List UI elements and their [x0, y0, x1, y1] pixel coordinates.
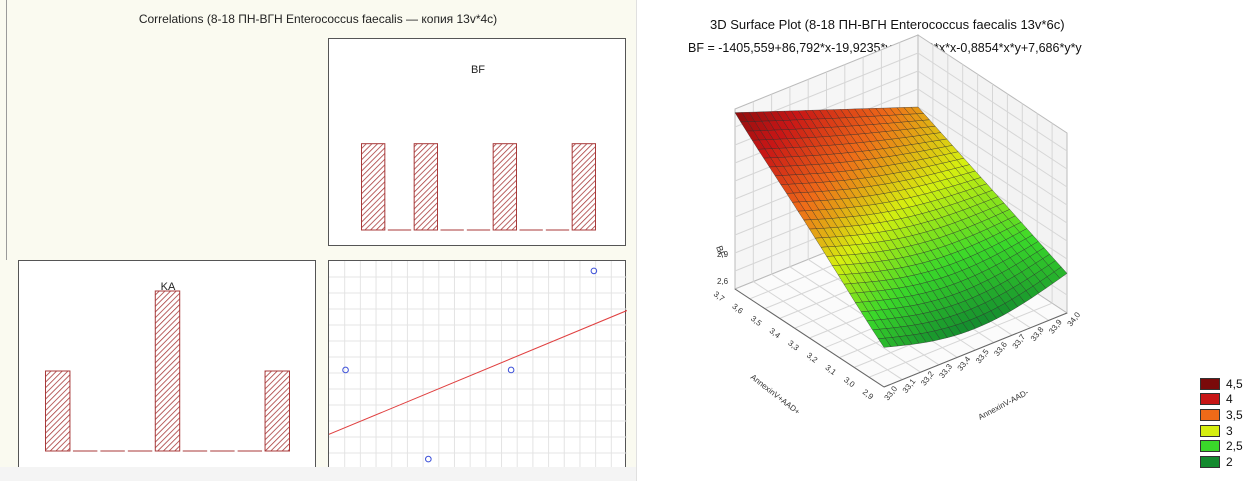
axis-line-y — [734, 288, 885, 388]
correlation-matrix-panel: Correlations (8-18 ПН-ВГН Enterococcus f… — [0, 0, 637, 481]
x-axis-title: AnnexinV-AAD- — [977, 388, 1031, 422]
legend-swatch — [1200, 408, 1220, 421]
scatter-point — [342, 366, 349, 374]
surface-gridline — [917, 70, 1068, 170]
surface-chart: 33,0 33,1 33,2 33,3 33,4 33,5 33,6 33,7 33,8 33,9… — [712, 34, 1083, 422]
x-tick-label: 34,0 — [1065, 310, 1082, 328]
legend-entry: 2,5 — [1200, 438, 1243, 454]
surface-plot-title: 3D Surface Plot (8-18 ПН-ВГН Enterococcu… — [710, 17, 1065, 32]
scatter-point — [590, 267, 598, 275]
z-tick-label: 2,9 — [717, 250, 729, 259]
y-tick-label: 3,7 — [712, 289, 727, 303]
ka-bar — [45, 370, 71, 452]
bf-histogram-chart — [361, 143, 597, 231]
y-tick-label: 3,0 — [842, 375, 857, 389]
axis-line-x — [883, 312, 1068, 388]
legend-label: 3,5 — [1226, 407, 1243, 422]
surface-gridline — [917, 106, 1068, 206]
ka-histogram-panel: KA — [18, 260, 316, 468]
regression-line — [329, 310, 627, 435]
legend-entry: 2 — [1200, 454, 1243, 470]
ka-histogram-label: KA — [160, 281, 176, 293]
scatter-point — [507, 366, 515, 374]
legend-entry: 3 — [1200, 423, 1243, 439]
scatter-point — [425, 455, 432, 463]
legend-swatch — [1200, 424, 1220, 437]
y-tick-label: 3,2 — [805, 351, 820, 365]
panel-bottom-strip — [0, 467, 636, 481]
bf-bar — [413, 143, 438, 231]
ka-histogram-chart — [45, 290, 291, 452]
z-axis-title: BF — [714, 244, 728, 259]
panel-left-edge — [6, 0, 7, 260]
bf-histogram-panel: BF — [328, 38, 626, 246]
y-tick-label: 3,6 — [730, 302, 745, 316]
legend-entry: 3,5 — [1200, 407, 1243, 423]
legend-swatch — [1200, 455, 1220, 468]
scatter-panel — [328, 260, 627, 469]
y-tick-label: 3,1 — [824, 363, 839, 377]
legend-entry: 4 — [1200, 392, 1243, 408]
surface-legend: 4,5 4 3,5 3 2,5 2 — [1200, 376, 1243, 470]
bf-histogram-label: BF — [470, 64, 486, 76]
surface-patch — [1053, 266, 1068, 279]
legend-label: 2 — [1226, 454, 1233, 469]
surface-plot-panel: 3D Surface Plot (8-18 ПН-ВГН Enterococcu… — [640, 0, 1254, 481]
legend-label: 4,5 — [1226, 376, 1243, 391]
bf-bar — [571, 143, 597, 231]
surface-gridline — [917, 88, 1068, 188]
bf-bar — [492, 143, 518, 231]
ka-bar — [264, 370, 291, 452]
legend-label: 3 — [1226, 423, 1233, 438]
legend-label: 4 — [1226, 392, 1233, 407]
legend-swatch — [1200, 393, 1220, 406]
y-tick-label: 2,9 — [861, 387, 876, 401]
ka-bar — [154, 290, 181, 452]
scatter-chart — [329, 261, 627, 469]
legend-swatch — [1200, 440, 1220, 453]
y-axis-title: AnnexinV+AAD+ — [749, 372, 802, 416]
y-tick-label: 3,4 — [768, 326, 783, 340]
bf-bar — [361, 143, 386, 231]
y-tick-label: 3,5 — [749, 314, 764, 328]
y-tick-label: 3,3 — [786, 338, 801, 352]
legend-label: 2,5 — [1226, 439, 1243, 454]
z-tick-label: 2,6 — [717, 277, 729, 286]
legend-swatch — [1200, 377, 1220, 390]
legend-entry: 4,5 — [1200, 376, 1243, 392]
surface-gridline — [917, 52, 1068, 152]
correlations-title: Correlations (8-18 ПН-ВГН Enterococcus f… — [138, 12, 498, 26]
